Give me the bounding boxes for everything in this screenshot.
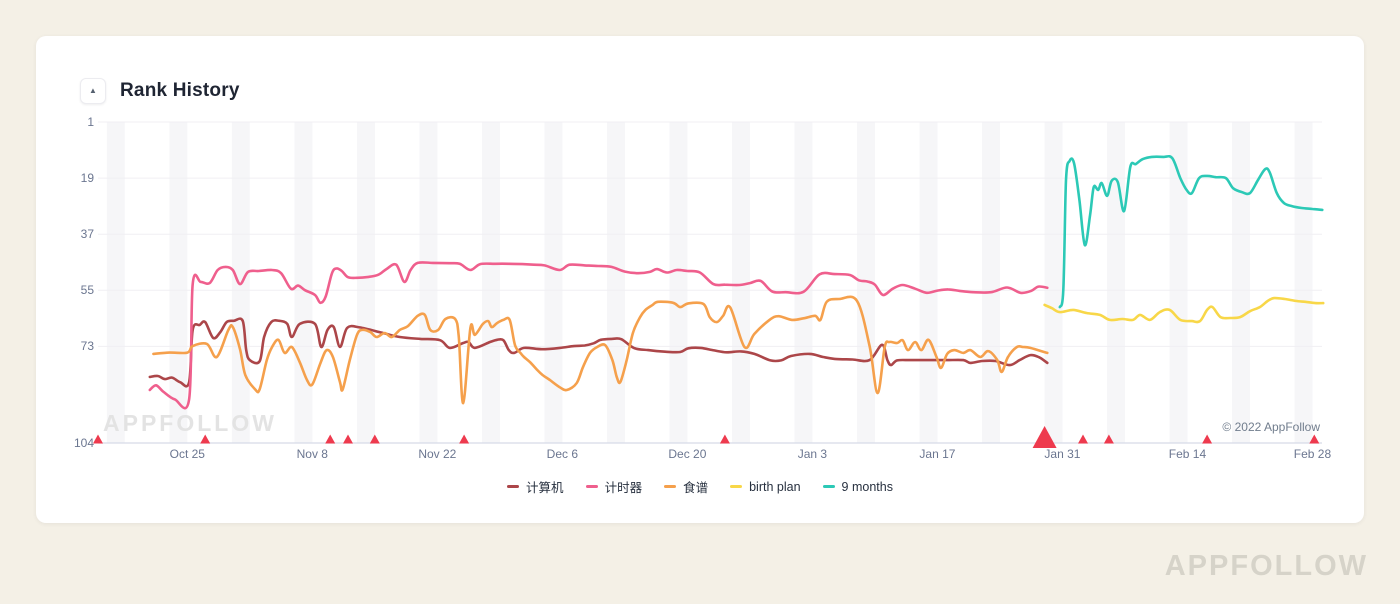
page-title: Rank History [120,80,240,101]
series-line[interactable] [1058,154,1324,309]
legend-item-食谱[interactable]: 食谱 [664,477,708,496]
x-tick-label: Jan 31 [1044,447,1081,461]
event-marker-triangle-icon[interactable] [1103,434,1114,444]
x-tick-label: Dec 20 [668,447,707,461]
triangle-up-icon: ▲ [89,86,97,95]
legend-item-birth-plan[interactable]: birth plan [730,479,801,494]
legend-label: 食谱 [683,481,709,495]
event-marker-triangle-icon[interactable] [93,434,103,444]
event-marker-triangle-icon[interactable] [200,434,211,444]
x-tick-label: Nov 22 [418,447,457,461]
x-tick-label: Feb 14 [1168,447,1207,461]
event-marker-triangle-icon[interactable] [719,434,730,444]
legend-item-计算机[interactable]: 计算机 [507,477,564,496]
legend-label: 9 months [841,479,893,494]
appfollow-logo: APPFOLLOW [1164,550,1368,582]
x-tick-label: Dec 6 [546,447,579,461]
chart-canvas[interactable] [36,36,1364,523]
event-marker-triangle-icon[interactable] [325,434,336,444]
y-tick-label: 104 [73,436,94,450]
legend-swatch-icon [507,485,520,488]
series-line[interactable] [152,295,1049,405]
legend-label: birth plan [749,479,801,494]
event-marker-triangle-icon[interactable] [1202,434,1213,444]
event-marker-triangle-icon[interactable] [369,434,380,444]
legend-swatch-icon [730,485,743,488]
legend-item-9-months[interactable]: 9 months [822,479,893,494]
event-marker-triangle-icon[interactable] [1078,434,1088,444]
y-tick-label: 1 [87,115,94,129]
copyright: © 2022 AppFollow [1222,420,1320,434]
series-line[interactable] [1043,296,1325,324]
collapse-button[interactable]: ▲ [80,78,106,104]
y-tick-label: 37 [80,227,94,242]
y-tick-label: 73 [80,339,94,354]
watermark: APPFOLLOW [103,410,277,436]
legend-swatch-icon [664,485,677,488]
rank-history-chart[interactable]: 1 19 37 55 73 104 Oct 25 Nov 8 Nov 22 Dec 6 Dec 2… [36,36,1364,523]
legend-swatch-icon [585,485,598,488]
chart-legend: 计算机 计时器 食谱 birth plan 9 months [36,477,1364,496]
x-tick-label: Jan 3 [797,447,828,461]
rank-history-card: ▲ Rank History 1 19 37 55 73 104 Oct 25 Nov 8 N… [36,36,1364,523]
event-marker-big-triangle-icon[interactable] [1032,426,1057,448]
legend-label: 计算机 [526,481,564,495]
series-line[interactable] [148,261,1049,410]
card-header: ▲ Rank History [80,77,240,105]
y-tick-label: 55 [80,283,94,298]
legend-item-计时器[interactable]: 计时器 [585,477,643,496]
series-lines[interactable] [148,154,1325,410]
legend-swatch-icon [822,485,835,488]
y-tick-label: 19 [80,171,94,186]
x-tick-label: Oct 25 [169,447,205,461]
x-tick-label: Feb 28 [1293,447,1332,461]
x-tick-label: Jan 17 [919,447,956,461]
x-tick-label: Nov 8 [296,447,328,461]
event-marker-triangle-icon[interactable] [459,434,470,444]
event-marker-triangle-icon[interactable] [1309,434,1320,444]
legend-label: 计时器 [604,481,643,495]
event-markers[interactable] [93,426,1320,448]
event-marker-triangle-icon[interactable] [343,434,353,444]
gridlines [98,121,1322,347]
